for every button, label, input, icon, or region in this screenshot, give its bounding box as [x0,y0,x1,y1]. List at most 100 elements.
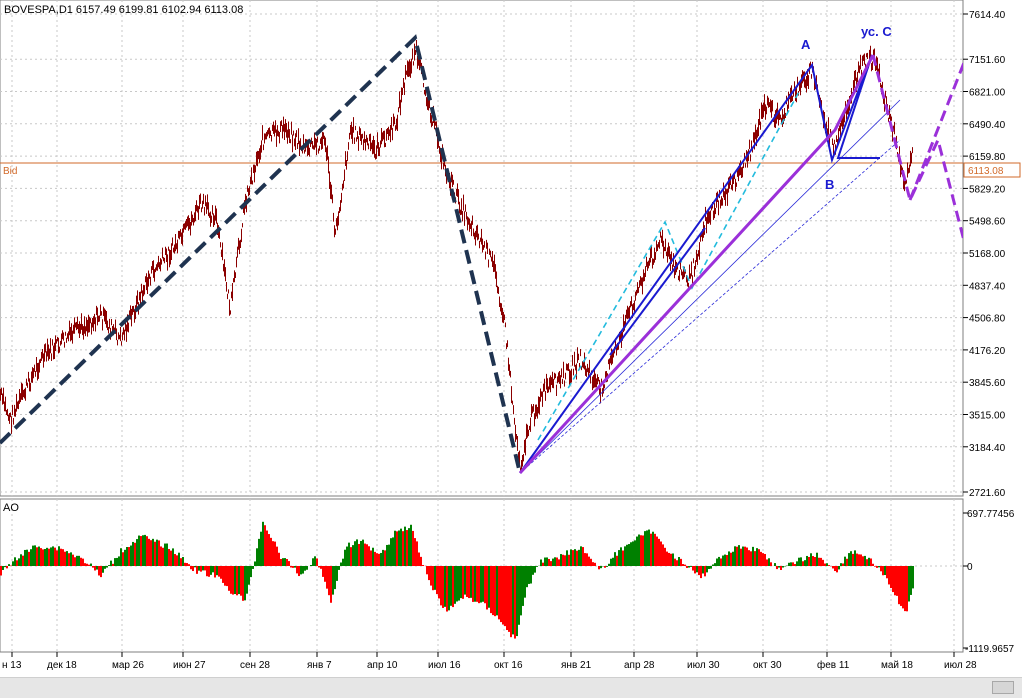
ao-bar [152,539,154,566]
ao-bar [36,547,38,566]
ao-bar [752,547,754,566]
price-tick-label: 4506.80 [969,314,1006,325]
ao-bar [864,556,866,566]
ao-bar [716,559,718,566]
time-tick-label: июл 30 [687,660,720,671]
ao-bar [366,544,368,566]
price-tick-label: 3845.60 [969,378,1006,389]
ao-bar [392,537,394,566]
ao-bar [520,566,522,615]
ao-bar [438,566,440,598]
time-tick-label: июл 16 [428,660,461,671]
ao-bar [906,566,908,611]
ao-bar [400,529,402,566]
scrollbar-thumb[interactable] [992,681,1014,694]
ao-bar [374,552,376,566]
ao-bar [498,566,500,619]
ao-bar [626,545,628,566]
ao-bar [532,566,534,575]
horizontal-scrollbar[interactable] [0,677,1022,698]
ao-bar [216,566,218,575]
ao-bar [832,566,834,568]
ao-bar [396,531,398,566]
ao-bar [426,566,428,574]
ao-bar [398,530,400,566]
ao-bar [168,549,170,566]
ao-bar [750,551,752,566]
ao-bar [686,566,688,568]
ao-bar [234,566,236,594]
ao-bar [138,536,140,566]
ao-tick-zero: 0 [967,562,973,573]
ao-bar [336,566,338,581]
ao-bar [706,566,708,572]
ao-bar [264,525,266,566]
ao-bar [326,566,328,589]
ao-bar [92,566,94,568]
ao-bar [600,566,602,568]
ao-bar [684,565,686,566]
ao-bar [894,566,896,595]
ao-bar [566,550,568,566]
ao-bar [814,557,816,566]
ao-bar [290,566,292,567]
ao-bar [526,566,528,587]
ao-bar [488,566,490,608]
ao-bar [96,566,98,570]
ao-title: AO [3,502,19,514]
ao-bar [654,534,656,566]
ao-bar [140,536,142,566]
ao-bar [664,548,666,566]
price-tick-label: 6821.00 [969,88,1006,99]
ao-bar [890,566,892,588]
ao-bar [278,553,280,566]
price-tick-label: 5829.20 [969,184,1006,195]
ao-bar [638,535,640,566]
ao-bar [876,566,878,568]
ao-bar [742,547,744,566]
ao-bar [646,530,648,566]
ao-bar [802,561,804,566]
ao-bar [470,566,472,598]
ao-bar [842,563,844,566]
symbol-info: BOVESPA,D1 6157.49 6199.81 6102.94 6113.… [4,4,243,16]
ao-bar [186,563,188,566]
ao-bar [154,542,156,566]
ao-bar [624,546,626,566]
ao-bar [508,566,510,632]
ao-bar [364,544,366,566]
ao-bar [24,550,26,566]
ao-bar [668,553,670,566]
ao-bar [16,560,18,566]
ao-bar [194,566,196,567]
ao-bar [90,564,92,566]
ao-bar [712,564,714,566]
ao-bar [74,557,76,566]
ao-bar [70,552,72,566]
ao-bar [662,544,664,566]
ao-bar [214,566,216,577]
ao-bar [342,559,344,566]
ao-bar [52,546,54,566]
ao-bar [432,566,434,590]
ao-bar [720,558,722,566]
ao-bar [164,544,166,566]
ao-bar [608,564,610,566]
ao-bar [390,538,392,566]
ao-bar [266,531,268,566]
price-tick-label: 7614.40 [969,10,1006,21]
ao-bar [764,554,766,566]
ao-bar [350,547,352,566]
ao-bar [298,566,300,576]
ao-bar [86,564,88,566]
ao-bar [620,547,622,566]
ao-bar [368,546,370,566]
ao-bar [408,528,410,566]
price-tick-label: 6490.40 [969,120,1006,131]
ao-bar [650,534,652,566]
ao-bar [378,554,380,566]
ao-bar [702,566,704,573]
chart-canvas[interactable]: Bid A B ус. С BOVESPA,D1 6157.49 6199.81… [0,0,1022,677]
ao-bar [304,566,306,571]
ao-bar [494,566,496,616]
